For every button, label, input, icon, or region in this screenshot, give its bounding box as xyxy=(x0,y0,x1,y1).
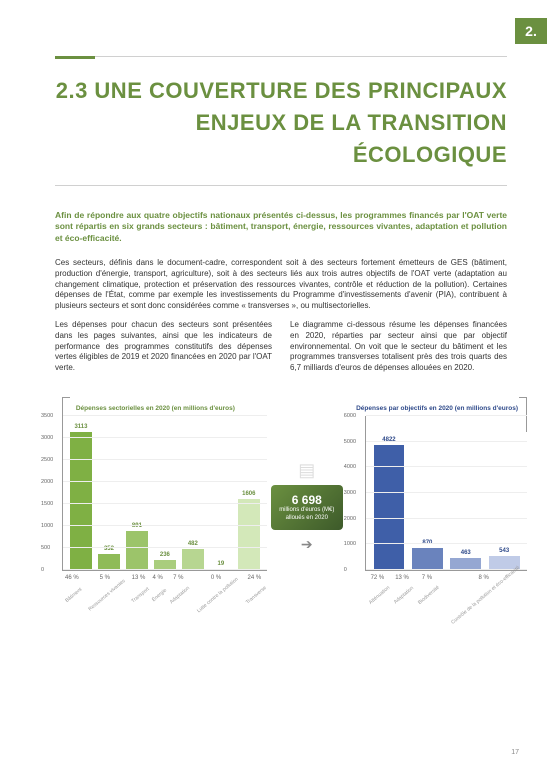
x-label-pct: 8 % xyxy=(440,575,527,581)
bar: 352 xyxy=(95,546,123,570)
x-label: 5 %Ressources vivantes xyxy=(82,571,128,599)
x-label: 8 %Contrôle de la pollution et éco-effic… xyxy=(440,571,527,599)
y-tick: 6000 xyxy=(344,413,356,419)
bar-value-label: 19 xyxy=(217,561,224,567)
x-label: 7 %Biodiversité xyxy=(414,571,440,599)
x-label-name: Lutte contre la pollution xyxy=(196,576,239,614)
x-label-pct: 24 % xyxy=(242,575,267,581)
column-right: Le diagramme ci-dessous résume les dépen… xyxy=(290,320,507,374)
x-label: 13 %Adaptation xyxy=(390,571,414,599)
bar-value-label: 482 xyxy=(188,541,198,547)
y-tick: 2500 xyxy=(41,457,53,463)
x-label-name: Ressources vivantes xyxy=(87,578,126,612)
bar-rect xyxy=(70,432,92,570)
x-label-name: Adaptation xyxy=(393,585,415,605)
section-tab: 2. xyxy=(515,18,547,44)
x-label-pct: 13 % xyxy=(128,575,149,581)
y-tick: 2000 xyxy=(344,516,356,522)
coins-icon: ▤ xyxy=(271,460,343,481)
x-label-pct: 7 % xyxy=(166,575,190,581)
x-label-name: Transport xyxy=(130,586,150,604)
x-label: 7 %Adaptation xyxy=(166,571,190,599)
bar: 236 xyxy=(151,552,179,570)
y-tick: 0 xyxy=(344,567,347,573)
bar-value-label: 463 xyxy=(461,550,471,556)
x-label-name: Contrôle de la pollution et éco-efficaci… xyxy=(450,565,521,626)
bar-value-label: 1606 xyxy=(242,491,255,497)
two-column-text: Les dépenses pour chacun des secteurs so… xyxy=(55,320,507,374)
chart-left-plot: 0500100015002000250030003500311335289123… xyxy=(62,416,267,571)
total-card: 6 698 millions d'euros (M€) alloués en 2… xyxy=(271,485,343,530)
total-box: ▤ 6 698 millions d'euros (M€) alloués en… xyxy=(271,460,343,559)
y-tick: 3500 xyxy=(41,413,53,419)
x-label-pct: 46 % xyxy=(62,575,82,581)
y-tick: 0 xyxy=(41,567,44,573)
y-tick: 3000 xyxy=(344,490,356,496)
x-label: 0 %Lutte contre la pollution xyxy=(190,571,242,599)
x-label-pct: 13 % xyxy=(390,575,414,581)
arrow-right-icon: ➔ xyxy=(271,536,343,553)
section-title: 2.3 UNE COUVERTURE DES PRINCIPAUX ENJEUX… xyxy=(55,75,507,171)
bar: 482 xyxy=(179,541,207,570)
divider-top xyxy=(55,56,507,57)
x-label: 13 %Transport xyxy=(128,571,149,599)
x-label-pct: 72 % xyxy=(365,575,390,581)
y-tick: 1000 xyxy=(41,523,53,529)
bar-rect xyxy=(374,445,405,570)
intro-paragraph: Afin de répondre aux quatre objectifs na… xyxy=(55,210,507,244)
bar-rect xyxy=(182,549,204,570)
divider-bottom xyxy=(55,185,507,186)
x-label-pct: 4 % xyxy=(149,575,166,581)
page-number: 17 xyxy=(511,749,519,756)
chart-left-title: Dépenses sectorielles en 2020 (en millio… xyxy=(40,405,271,412)
bar-value-label: 3113 xyxy=(74,424,87,430)
x-label-name: Transverse xyxy=(245,585,268,606)
x-label: 72 %Atténuation xyxy=(365,571,390,599)
x-label-name: Atténuation xyxy=(368,585,391,606)
title-accent-bar xyxy=(55,56,95,59)
x-label: 46 %Bâtiment xyxy=(62,571,82,599)
bar: 463 xyxy=(447,550,485,570)
x-label-name: Biodiversité xyxy=(417,585,441,606)
total-unit: millions d'euros (M€) alloués en 2020 xyxy=(275,507,339,521)
bar-value-label: 543 xyxy=(499,548,509,554)
bar: 4822 xyxy=(370,437,408,570)
column-left: Les dépenses pour chacun des secteurs so… xyxy=(55,320,272,374)
x-label-name: Adaptation xyxy=(169,585,191,605)
charts-container: Dépenses sectorielles en 2020 (en millio… xyxy=(40,405,507,635)
y-tick: 2000 xyxy=(41,479,53,485)
y-tick: 500 xyxy=(41,545,50,551)
x-label-name: Bâtiment xyxy=(64,587,83,604)
x-label: 4 %Énergie xyxy=(149,571,166,599)
y-tick: 4000 xyxy=(344,464,356,470)
chart-right-title: Dépenses par objectifs en 2020 (en milli… xyxy=(343,405,532,412)
y-tick: 3000 xyxy=(41,435,53,441)
y-tick: 5000 xyxy=(344,439,356,445)
sector-spending-chart: Dépenses sectorielles en 2020 (en millio… xyxy=(40,405,271,599)
chart-right-plot: 01000200030004000500060004822870463543 xyxy=(365,416,528,571)
bar-rect xyxy=(126,531,148,570)
bar-rect xyxy=(98,554,120,570)
x-label-pct: 7 % xyxy=(414,575,440,581)
chart-left-xlabels: 46 %Bâtiment5 %Ressources vivantes13 %Tr… xyxy=(62,571,267,599)
objective-spending-chart: Dépenses par objectifs en 2020 (en milli… xyxy=(343,405,532,599)
y-tick: 1500 xyxy=(41,501,53,507)
x-label: 24 %Transverse xyxy=(242,571,267,599)
bar-rect xyxy=(238,499,260,570)
bar-value-label: 236 xyxy=(160,552,170,558)
total-value: 6 698 xyxy=(275,493,339,507)
bar: 3113 xyxy=(67,424,95,570)
body-paragraph-1: Ces secteurs, définis dans le document-c… xyxy=(55,258,507,312)
chart-right-xlabels: 72 %Atténuation13 %Adaptation7 %Biodiver… xyxy=(365,571,528,599)
bar-rect xyxy=(412,548,443,570)
y-tick: 1000 xyxy=(344,541,356,547)
